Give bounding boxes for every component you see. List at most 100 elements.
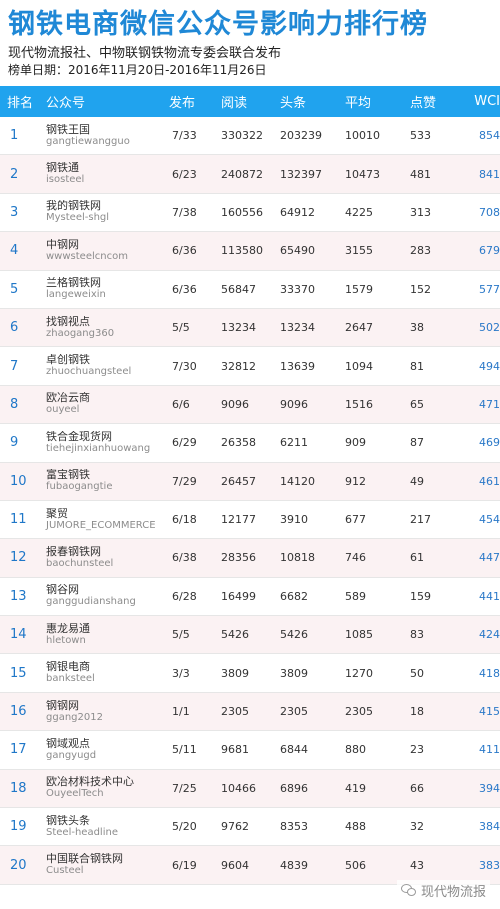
table-row: 4 中钢网 wwwsteelcncom 6/36 113580 65490 3155 283 6… [0,232,500,271]
likes-cell: 49 [410,474,424,488]
wci-cell: 411 [479,743,500,757]
table-row: 9 铁合金现货网 tiehejinxianhuowang 6/29 26358 6211 9… [0,424,500,463]
account-id: zhaogang360 [46,327,115,339]
rank-cell: 14 [10,627,27,643]
likes-cell: 65 [410,397,424,411]
wci-cell: 494 [479,359,500,373]
account-cell: 钢铁通 isosteel [40,162,168,186]
column-header-reads: 阅读 [221,96,248,111]
average-reads-cell: 589 [345,589,366,603]
wechat-icon [400,884,417,897]
average-reads-cell: 4225 [345,205,373,219]
average-reads-cell: 1085 [345,628,373,642]
published-cell: 7/38 [172,205,197,219]
account-name: 找钢视点 [46,315,90,328]
account-cell: 钢域观点 gangyugd [40,738,168,762]
account-id: ouyeel [46,404,80,416]
wci-cell: 384 [479,820,500,834]
likes-cell: 87 [410,436,424,450]
published-cell: 6/6 [172,397,190,411]
likes-cell: 18 [410,705,424,719]
published-cell: 7/29 [172,474,197,488]
average-reads-cell: 746 [345,551,366,565]
wci-cell: 415 [479,705,500,719]
account-cell: 找钢视点 zhaogang360 [40,316,168,340]
published-cell: 5/5 [172,628,190,642]
likes-cell: 66 [410,781,424,795]
column-header-published: 发布 [169,96,196,111]
headline-reads-cell: 203239 [280,129,322,143]
table-row: 3 我的钢铁网 Mysteel-shgl 7/38 160556 64912 4225 313… [0,193,500,233]
table-row: 17 钢域观点 gangyugd 5/11 9681 6844 880 23 411 [0,731,500,770]
likes-cell: 283 [410,244,431,258]
table-row: 19 钢铁头条 Steel-headline 5/20 9762 8353 488 32 384 [0,808,500,847]
table-row: 18 欧冶材料技术中心 OuyeelTech 7/25 10466 6896 419 66 39… [0,769,500,809]
average-reads-cell: 2647 [345,321,373,335]
table-row: 2 钢铁通 isosteel 6/23 240872 132397 10473 481 841 [0,155,500,194]
account-name: 中钢网 [46,238,79,251]
published-cell: 6/28 [172,589,197,603]
rank-cell: 1 [10,128,19,144]
account-id: gangtiewangguo [46,135,130,147]
rank-cell: 19 [10,819,27,835]
table-row: 20 中国联合钢铁网 Custeel 6/19 9604 4839 506 43 383 [0,846,500,885]
account-cell: 欧冶云商 ouyeel [40,392,168,416]
average-reads-cell: 3155 [345,244,373,258]
account-name: 兰格钢铁网 [46,277,101,290]
table-row: 5 兰格钢铁网 langeweixin 6/36 56847 33370 1579 152 57… [0,270,500,309]
published-cell: 6/36 [172,282,197,296]
reads-cell: 240872 [221,167,263,181]
wci-cell: 461 [479,474,500,488]
wci-cell: 424 [479,628,500,642]
reads-cell: 26358 [221,436,256,450]
column-header-rank: 排名 [7,96,34,111]
rank-cell: 4 [10,243,19,259]
account-id: langeweixin [46,289,106,301]
average-reads-cell: 10010 [345,129,380,143]
account-id: Steel-headline [46,826,118,838]
account-id: wwwsteelcncom [46,250,128,262]
reads-cell: 32812 [221,359,256,373]
table-header: 排名 公众号 发布 阅读 头条 平均 点赞 WCI [0,86,500,117]
table-row: 10 富宝钢铁 fubaogangtie 7/29 26457 14120 912 49 461 [0,462,500,501]
headline-reads-cell: 4839 [280,858,308,872]
headline-reads-cell: 6896 [280,781,308,795]
wci-cell: 577 [479,282,500,296]
wci-cell: 679 [479,244,500,258]
account-cell: 钢钢网 ggang2012 [40,700,168,724]
headline-reads-cell: 3910 [280,513,308,527]
account-name: 我的钢铁网 [46,200,101,213]
account-name: 钢域观点 [46,737,90,750]
published-cell: 3/3 [172,666,190,680]
likes-cell: 217 [410,513,431,527]
reads-cell: 160556 [221,205,263,219]
reads-cell: 13234 [221,321,256,335]
watermark: 现代物流报 [396,880,490,901]
rank-cell: 10 [10,473,27,489]
account-id: banksteel [46,673,95,685]
wci-cell: 469 [479,436,500,450]
rank-cell: 20 [10,857,27,873]
likes-cell: 61 [410,551,424,565]
account-cell: 中国联合钢铁网 Custeel [40,853,168,877]
average-reads-cell: 419 [345,781,366,795]
reads-cell: 10466 [221,781,256,795]
headline-reads-cell: 33370 [280,282,315,296]
wci-cell: 471 [479,397,500,411]
reads-cell: 56847 [221,282,256,296]
published-cell: 1/1 [172,705,190,719]
likes-cell: 38 [410,321,424,335]
reads-cell: 16499 [221,589,256,603]
published-cell: 5/11 [172,743,197,757]
published-cell: 5/5 [172,321,190,335]
account-cell: 兰格钢铁网 langeweixin [40,277,168,301]
average-reads-cell: 677 [345,513,366,527]
average-reads-cell: 912 [345,474,366,488]
account-cell: 惠龙易通 hletown [40,623,168,647]
headline-reads-cell: 6682 [280,589,308,603]
likes-cell: 313 [410,205,431,219]
account-name: 欧冶材料技术中心 [46,776,134,789]
rank-cell: 6 [10,320,19,336]
ranking-table-body: 1 钢铁王国 gangtiewangguo 7/33 330322 203239 10010… [0,117,500,909]
wci-cell: 383 [479,858,500,872]
